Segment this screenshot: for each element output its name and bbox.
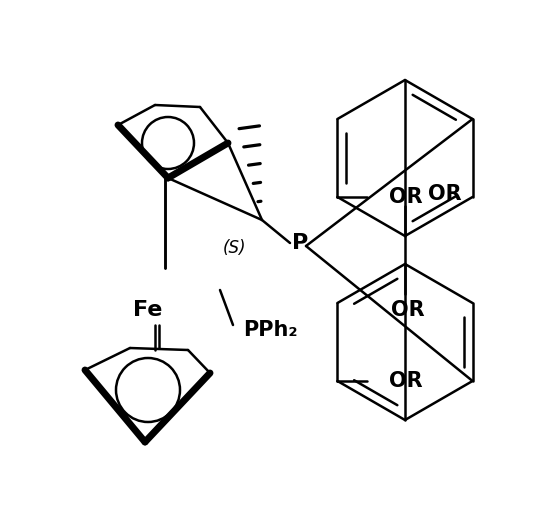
Text: PPh₂: PPh₂ [243, 320, 297, 340]
Text: OR: OR [428, 184, 462, 204]
Text: OR: OR [391, 300, 425, 320]
Text: OR: OR [389, 371, 423, 391]
Text: P: P [292, 233, 308, 253]
Text: Fe: Fe [134, 300, 163, 320]
Text: (S): (S) [222, 239, 246, 257]
Text: OR: OR [389, 187, 423, 207]
